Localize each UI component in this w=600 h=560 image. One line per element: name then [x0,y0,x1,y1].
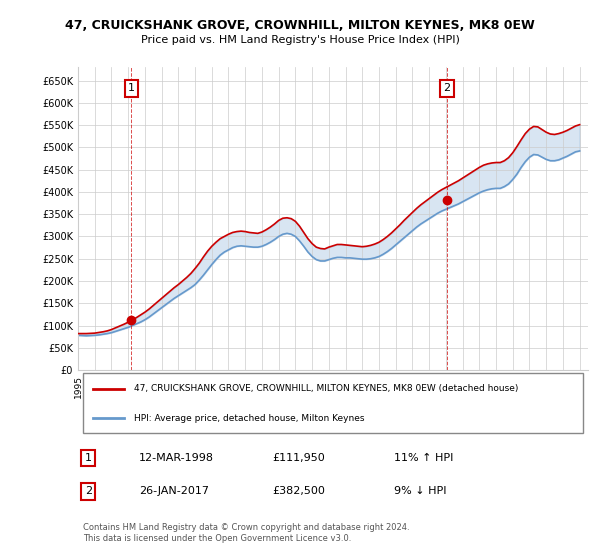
Text: 47, CRUICKSHANK GROVE, CROWNHILL, MILTON KEYNES, MK8 0EW (detached house): 47, CRUICKSHANK GROVE, CROWNHILL, MILTON… [134,384,518,393]
Text: 1: 1 [85,453,92,463]
Text: HPI: Average price, detached house, Milton Keynes: HPI: Average price, detached house, Milt… [134,414,365,423]
Text: 12-MAR-1998: 12-MAR-1998 [139,453,214,463]
Text: £111,950: £111,950 [272,453,325,463]
Text: 2: 2 [443,83,451,94]
FancyBboxPatch shape [83,374,583,433]
Text: 1: 1 [128,83,135,94]
Text: Price paid vs. HM Land Registry's House Price Index (HPI): Price paid vs. HM Land Registry's House … [140,35,460,45]
Text: Contains HM Land Registry data © Crown copyright and database right 2024.
This d: Contains HM Land Registry data © Crown c… [83,524,410,543]
Text: 26-JAN-2017: 26-JAN-2017 [139,486,209,496]
Text: £382,500: £382,500 [272,486,325,496]
Text: 47, CRUICKSHANK GROVE, CROWNHILL, MILTON KEYNES, MK8 0EW: 47, CRUICKSHANK GROVE, CROWNHILL, MILTON… [65,18,535,32]
Text: 9% ↓ HPI: 9% ↓ HPI [394,486,446,496]
Text: 11% ↑ HPI: 11% ↑ HPI [394,453,454,463]
Text: 2: 2 [85,486,92,496]
